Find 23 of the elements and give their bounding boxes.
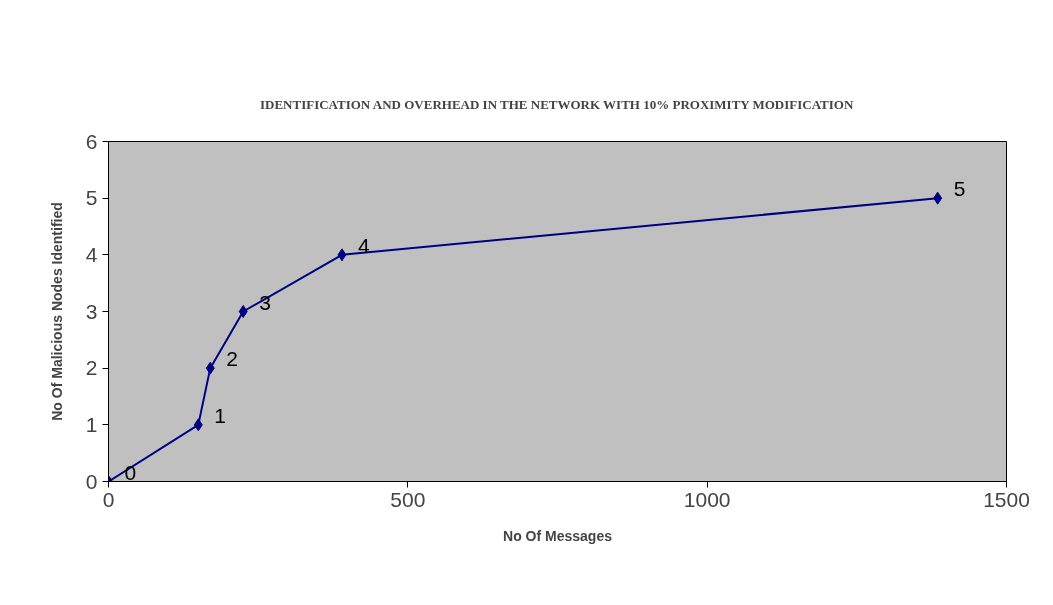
- data-label: 5: [953, 177, 966, 201]
- y-tick-label: 3: [85, 299, 98, 323]
- point: [193, 418, 203, 432]
- data-label: 4: [357, 233, 370, 257]
- point: [238, 305, 248, 318]
- point: [337, 248, 347, 262]
- y-axis-title: No Of Malicious Nodes Identified: [48, 202, 65, 421]
- y-tick-label: 2: [85, 356, 98, 380]
- y-tick-label: 4: [85, 242, 98, 266]
- point: [205, 361, 215, 375]
- chart-title: IDENTIFICATION AND OVERHEAD IN THE NETWORK WITH 10% PROXIMITY MODIFICATION: [259, 96, 854, 112]
- x-axis-title: No Of Messages: [503, 527, 613, 544]
- y-tick-label: 5: [85, 186, 98, 210]
- y-tick-label: 6: [85, 129, 98, 153]
- y-tick-label: 0: [85, 469, 98, 493]
- x-tick-label: 500: [390, 487, 426, 511]
- data-label: 2: [226, 347, 238, 371]
- x-tick-label: 0: [102, 487, 115, 511]
- y-tick-label: 1: [85, 412, 98, 436]
- point: [933, 191, 943, 205]
- data-label: 1: [214, 403, 226, 427]
- x-tick-label: 1500: [983, 487, 1030, 511]
- x-tick-label: 1000: [683, 487, 731, 511]
